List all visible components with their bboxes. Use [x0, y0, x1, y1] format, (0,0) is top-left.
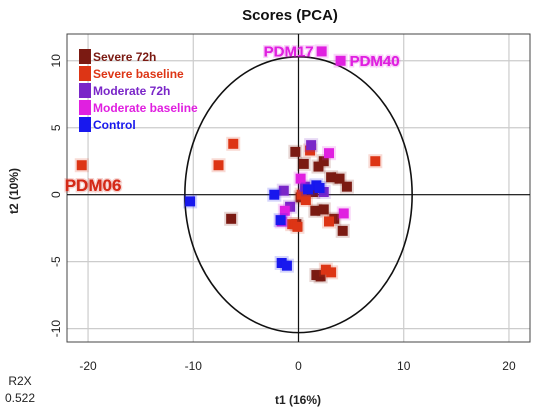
data-point [370, 156, 381, 167]
y-axis-label: t2 (10%) [7, 168, 21, 214]
x-tick-label: -20 [79, 359, 97, 373]
data-point [305, 145, 316, 156]
x-tick-label: 0 [295, 359, 302, 373]
data-point [295, 173, 306, 184]
data-point [213, 160, 224, 171]
data-point [306, 140, 317, 151]
r2x-label: R2X [8, 374, 31, 388]
legend-label: Control [93, 118, 136, 132]
data-point [341, 181, 352, 192]
data-point [302, 184, 313, 195]
confidence-ellipse [184, 55, 413, 334]
data-point [326, 267, 337, 278]
data-point [300, 195, 311, 206]
data-point [335, 55, 346, 66]
point-annotation: PDM17 [264, 43, 314, 60]
y-tick-label: -5 [49, 256, 63, 267]
x-tick-label: -10 [185, 359, 203, 373]
legend-swatch [79, 117, 91, 132]
data-point [316, 46, 327, 57]
data-point [310, 205, 321, 216]
y-tick-label: 0 [49, 191, 63, 198]
legend: Severe 72h Severe baseline Moderate 72h Mod… [79, 49, 198, 132]
data-point [324, 216, 335, 227]
y-tick-label: -10 [49, 320, 63, 338]
data-point [296, 189, 307, 200]
legend-label: Severe baseline [93, 67, 184, 81]
data-point [318, 204, 329, 215]
data-point [269, 189, 280, 200]
data-point [320, 264, 331, 275]
point-annotation: PDM06 [65, 176, 122, 195]
y-tick-label: 10 [49, 54, 63, 68]
data-point [276, 257, 287, 268]
data-point [324, 148, 335, 159]
y-tick-label: 5 [49, 124, 63, 131]
data-point [326, 172, 337, 183]
data-point [226, 213, 237, 224]
data-points [74, 44, 383, 284]
x-tick-label: 20 [502, 359, 516, 373]
data-point [337, 225, 348, 236]
data-point [76, 160, 87, 171]
legend-swatch [79, 49, 91, 64]
data-point [334, 173, 345, 184]
data-point [314, 183, 325, 193]
data-point [285, 201, 296, 212]
point-annotation: PDM40 [350, 53, 400, 70]
chart-title: Scores (PCA) [242, 7, 338, 24]
data-point [292, 221, 303, 232]
data-point [185, 196, 196, 207]
annotation-halo: PDM06 [65, 176, 122, 195]
annotation-halo: PDM17 [264, 43, 314, 60]
data-point [279, 205, 290, 216]
legend-label: Moderate 72h [93, 84, 170, 98]
data-point [313, 161, 324, 172]
data-point [275, 215, 286, 226]
legend-label: Moderate baseline [93, 101, 198, 115]
data-point [318, 156, 329, 167]
data-point [281, 260, 292, 271]
data-point [290, 146, 301, 157]
data-point [308, 187, 319, 198]
data-point [287, 219, 298, 230]
data-point [278, 185, 289, 196]
data-point [228, 138, 239, 149]
tick-labels: -20 -10 0 10 20 -10 -5 0 5 10 [49, 54, 516, 373]
legend-label: Severe 72h [93, 50, 156, 64]
data-point [338, 208, 349, 219]
data-point [315, 271, 326, 282]
x-tick-label: 10 [397, 359, 411, 373]
x-axis-label: t1 (16%) [275, 393, 321, 407]
legend-swatch [79, 66, 91, 81]
annotation-halo: PDM40 [350, 53, 400, 70]
legend-swatch [79, 83, 91, 98]
data-point [298, 158, 309, 169]
data-point [329, 213, 340, 224]
r2x-value: 0.522 [5, 391, 35, 405]
legend-swatch [79, 100, 91, 115]
